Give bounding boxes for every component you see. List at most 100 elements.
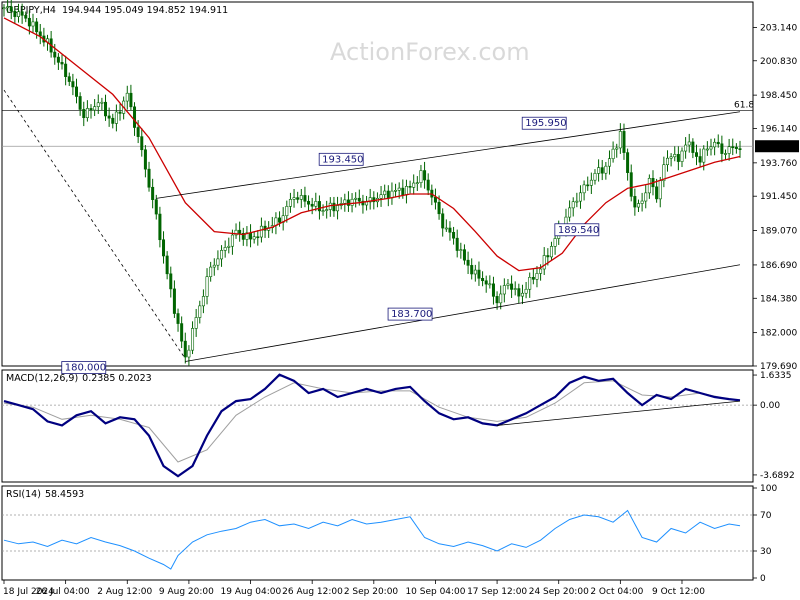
candle (24, 11, 28, 23)
candle (629, 164, 633, 202)
candle (600, 159, 604, 181)
x-tick-label: 26 Jul 04:00 (36, 587, 90, 597)
candle (71, 73, 75, 96)
candle (245, 226, 249, 247)
candle (317, 195, 321, 220)
candle (462, 244, 466, 265)
candle (452, 226, 456, 245)
candle (626, 148, 630, 181)
y-tick-label: 198.450 (760, 91, 797, 101)
candle (687, 133, 691, 153)
rsi-tick-label: 70 (760, 511, 772, 521)
candle (597, 159, 601, 182)
candle (713, 138, 717, 156)
candle (412, 174, 416, 195)
candle (491, 276, 495, 305)
level-label: 193.450 (318, 152, 364, 166)
candle (655, 178, 659, 203)
main-plot: 61.8 195.950 193.450 189.540 183.700 180.000 (2, 0, 754, 374)
candle (336, 196, 340, 220)
axes: 203.140 200.830 198.450 196.140 193.760 191.4… (3, 23, 799, 597)
candle (93, 99, 97, 117)
candle (665, 150, 669, 172)
candle (502, 278, 506, 303)
candle (466, 251, 470, 274)
rsi-tick-label: 100 (760, 484, 777, 494)
level-label: 195.950 (521, 116, 567, 130)
candle (470, 258, 474, 280)
candle (216, 250, 220, 271)
macd-title: MACD(12,26,9) (6, 373, 78, 384)
candle (731, 138, 735, 156)
candle (459, 242, 463, 259)
candle (647, 174, 651, 199)
candle (673, 146, 677, 162)
candle (604, 161, 608, 180)
rsi-values: 58.4593 (45, 489, 84, 500)
candle (441, 208, 445, 237)
svg-text:189.540: 189.540 (558, 225, 599, 236)
candle (154, 194, 158, 220)
candle (517, 283, 521, 304)
candle (162, 231, 166, 264)
candle (85, 100, 89, 122)
candle (114, 104, 118, 132)
rsi-plot (2, 509, 753, 570)
level-label: 189.540 (554, 223, 600, 237)
x-tick-label: 24 Sep 20:00 (529, 587, 589, 597)
candle (448, 221, 452, 241)
candle (288, 192, 292, 213)
macd-trendline (497, 400, 741, 426)
candle (60, 54, 64, 70)
candle (734, 143, 738, 154)
trendline (185, 264, 741, 362)
rsi-line (3, 509, 741, 570)
candle (183, 332, 187, 364)
candle (143, 145, 147, 178)
candle (321, 204, 325, 216)
candle (75, 78, 79, 104)
candle (520, 284, 524, 305)
candle (346, 191, 350, 212)
candle (354, 192, 358, 208)
x-tick-label: 9 Aug 20:00 (159, 587, 214, 597)
candle (481, 271, 485, 287)
macd-plot (2, 373, 753, 478)
candle (296, 191, 300, 204)
macd-tick-label: 1.6335 (760, 371, 792, 381)
candle (13, 7, 17, 24)
candle (709, 138, 713, 156)
candle (662, 156, 666, 188)
level-label: 183.700 (387, 307, 433, 321)
candle (107, 107, 111, 127)
candle (252, 231, 256, 244)
candle (234, 223, 238, 239)
candle (238, 221, 242, 242)
candle (419, 164, 423, 188)
x-tick-label: 2 Sep 20:00 (344, 587, 399, 597)
candle (528, 272, 532, 298)
svg-text:195.950: 195.950 (525, 118, 566, 129)
candle (618, 123, 622, 154)
candle (615, 143, 619, 158)
rsi-tick-label: 0 (760, 574, 766, 584)
fib-label: 61.8 (734, 100, 754, 110)
candle (644, 185, 648, 209)
candle (607, 150, 611, 175)
candle (636, 199, 640, 213)
candle (531, 268, 535, 285)
y-tick-label: 193.760 (760, 159, 797, 169)
candle (223, 240, 227, 258)
y-tick-label: 196.140 (760, 124, 797, 134)
candle (96, 94, 100, 114)
candle (212, 258, 216, 276)
candle (361, 194, 365, 214)
candle (241, 227, 245, 246)
candle (104, 94, 108, 121)
candle (6, 0, 10, 13)
candle (549, 241, 553, 261)
x-tick-label: 2 Oct 04:00 (590, 587, 643, 597)
candle (691, 138, 695, 159)
candle (180, 316, 184, 349)
